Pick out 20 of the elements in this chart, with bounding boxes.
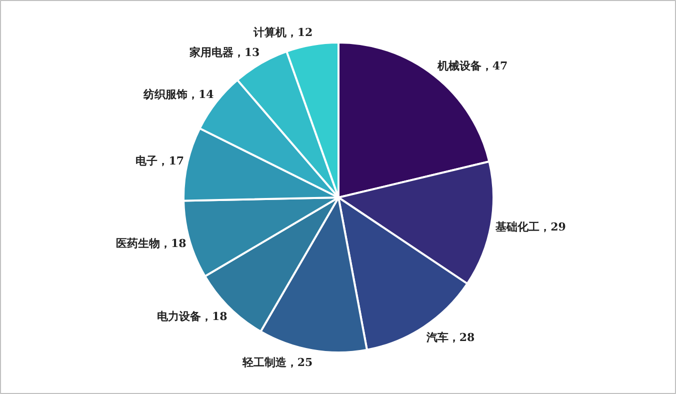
data-label: ，18: [201, 310, 228, 323]
data-label: ，47: [481, 60, 508, 73]
data-label: ，29: [540, 220, 566, 234]
data-label: ，12: [286, 26, 313, 40]
slice-label: 计算机: [252, 26, 286, 40]
slice-label: 家用电器: [188, 46, 234, 60]
slice-label: 基础化工: [494, 220, 540, 234]
slice-label: 轻工制造: [241, 356, 288, 369]
slice-label: 电子: [136, 154, 158, 168]
data-label: ，25: [286, 356, 313, 369]
data-label: ，18: [160, 236, 187, 250]
slice-label: 电力设备: [157, 310, 202, 323]
data-label: ，14: [187, 88, 214, 102]
slice-label: 医药生物: [116, 236, 160, 250]
slice-label: 机械设备: [436, 60, 482, 73]
slice-label: 纺织服饰: [142, 88, 188, 102]
slice-label: 汽车: [425, 330, 448, 344]
data-label: ，13: [233, 46, 260, 60]
data-label: ，28: [448, 330, 476, 344]
data-label: ，17: [158, 154, 184, 168]
